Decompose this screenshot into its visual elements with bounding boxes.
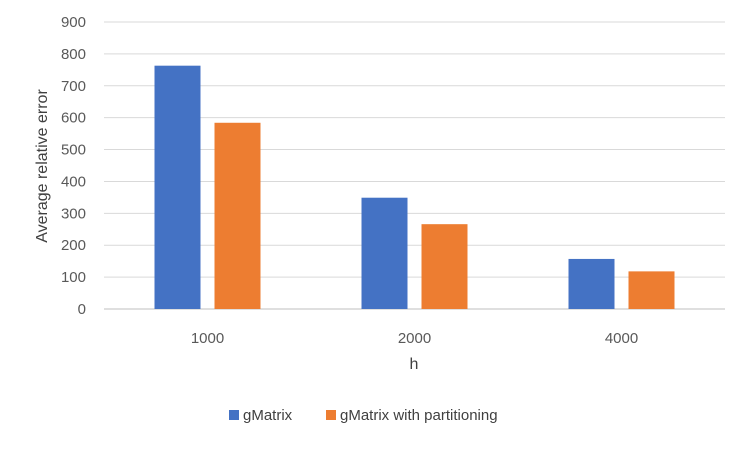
- x-tick-label: 1000: [191, 330, 224, 347]
- legend: gMatrix gMatrix with partitioning: [229, 407, 498, 424]
- legend-swatch: [326, 410, 336, 420]
- y-tick-label: 500: [61, 142, 86, 159]
- y-axis-ticks: 0 100 200 300 400 500 600 700 800 900: [61, 14, 86, 318]
- bars: [154, 65, 675, 309]
- legend-swatch: [229, 410, 239, 420]
- bar-gmatrix-2000: [361, 197, 408, 309]
- y-axis-title: Average relative error: [34, 89, 51, 243]
- bar-gmatrix-4000: [568, 258, 615, 309]
- legend-label: gMatrix with partitioning: [340, 407, 498, 424]
- y-tick-label: 900: [61, 14, 86, 31]
- bar-gmatrix-partitioning-1000: [214, 122, 261, 309]
- x-axis-title: h: [410, 356, 419, 373]
- y-tick-label: 300: [61, 205, 86, 222]
- x-tick-label: 2000: [398, 330, 431, 347]
- y-tick-label: 600: [61, 110, 86, 127]
- gridlines: [104, 21, 725, 310]
- bar-gmatrix-partitioning-2000: [421, 224, 468, 309]
- x-tick-label: 4000: [605, 330, 638, 347]
- x-axis-ticks: 1000 2000 4000: [191, 330, 638, 347]
- y-tick-label: 100: [61, 269, 86, 286]
- legend-label: gMatrix: [243, 407, 293, 424]
- bar-gmatrix-partitioning-4000: [628, 271, 675, 309]
- y-tick-label: 400: [61, 173, 86, 190]
- bar-gmatrix-1000: [154, 65, 201, 309]
- y-tick-label: 200: [61, 237, 86, 254]
- y-tick-label: 800: [61, 46, 86, 63]
- y-tick-label: 0: [78, 301, 86, 318]
- y-tick-label: 700: [61, 78, 86, 95]
